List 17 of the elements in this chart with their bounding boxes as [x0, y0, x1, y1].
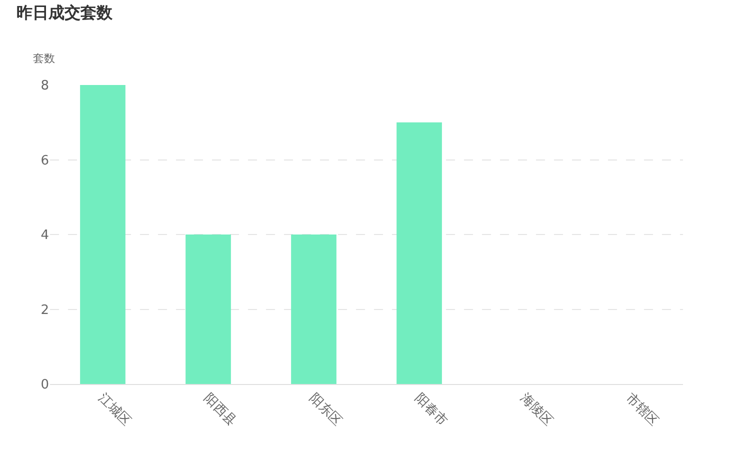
y-tick-label: 4	[40, 228, 49, 244]
chart-title: 昨日成交套数	[16, 3, 114, 22]
y-axis-title: 套数	[33, 52, 55, 65]
bar	[396, 122, 442, 384]
y-tick-label: 2	[40, 302, 49, 318]
y-tick-label: 0	[40, 378, 49, 393]
x-tick-label: 阳东区	[306, 390, 345, 430]
x-tick-label: 海陵区	[517, 390, 556, 430]
x-tick-label: 阳春市	[412, 390, 450, 430]
x-tick-label: 江城区	[95, 390, 134, 430]
x-tick-label: 市辖区	[622, 390, 662, 430]
bar	[80, 85, 126, 384]
y-tick-label: 6	[40, 153, 49, 168]
bar	[186, 234, 231, 384]
y-tick-label: 8	[40, 78, 49, 94]
x-tick-label: 阳西县	[200, 390, 240, 430]
bar	[291, 234, 336, 384]
